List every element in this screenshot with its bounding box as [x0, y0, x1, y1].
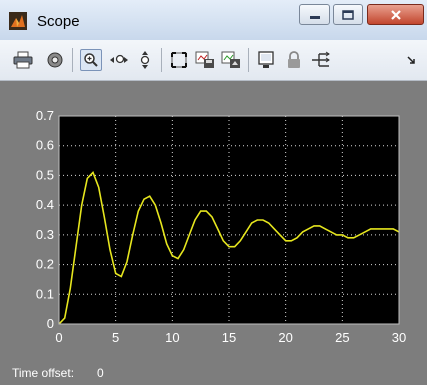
- save-axes-button[interactable]: [194, 49, 216, 71]
- parameters-button[interactable]: [44, 49, 66, 71]
- series-line: [58, 171, 400, 325]
- toolbar-separator: [161, 48, 162, 72]
- x-tick-label: 10: [165, 330, 179, 345]
- title-bar[interactable]: Scope: [0, 0, 427, 41]
- window-title: Scope: [37, 13, 80, 30]
- lock-axes-icon: [288, 51, 300, 68]
- toolbar-overflow-button[interactable]: [400, 49, 422, 71]
- zoom-icon: [84, 53, 98, 67]
- signal-selection-button[interactable]: [310, 49, 332, 71]
- floating-scope-button[interactable]: [255, 49, 277, 71]
- print-icon: [13, 51, 33, 69]
- toolbar: [0, 40, 427, 81]
- y-tick-label: 0: [47, 316, 54, 331]
- maximize-icon: [342, 9, 354, 20]
- y-tick-label: 0.5: [36, 167, 54, 182]
- status-bar: Time offset: 0: [0, 361, 427, 385]
- toolbar-separator: [72, 48, 73, 72]
- y-tick-label: 0.7: [36, 108, 54, 123]
- y-tick-label: 0.1: [36, 286, 54, 301]
- restore-axes-button[interactable]: [220, 49, 242, 71]
- parameters-icon: [47, 52, 63, 68]
- x-tick-label: 30: [392, 330, 406, 345]
- zoom-button[interactable]: [80, 49, 102, 71]
- y-tick-label: 0.3: [36, 227, 54, 242]
- autoscale-icon: [171, 52, 187, 68]
- y-tick-label: 0.2: [36, 257, 54, 272]
- zoom-y-button[interactable]: [134, 49, 156, 71]
- axis-ticks: 0 5 10 15 20 25 30 0 0.1 0.2 0.3 0.4 0.5 0.6 0.7: [36, 108, 406, 345]
- zoom-x-button[interactable]: [108, 49, 130, 71]
- autoscale-button[interactable]: [168, 49, 190, 71]
- restore-axes-icon: [221, 51, 240, 68]
- x-tick-label: 5: [112, 330, 119, 345]
- save-axes-icon: [195, 51, 214, 68]
- print-button[interactable]: [12, 49, 34, 71]
- lock-axes-button[interactable]: [283, 49, 305, 71]
- zoom-x-icon: [110, 54, 128, 64]
- x-tick-label: 0: [55, 330, 62, 345]
- minimize-icon: [309, 15, 320, 19]
- x-tick-label: 25: [335, 330, 349, 345]
- signal-selection-icon: [312, 51, 330, 67]
- scope-chart[interactable]: 0 5 10 15 20 25 30 0 0.1 0.2 0.3 0.4 0.5 0.6 0.7: [0, 81, 427, 361]
- y-tick-label: 0.6: [36, 138, 54, 153]
- close-icon: [390, 9, 401, 20]
- x-tick-label: 15: [222, 330, 236, 345]
- time-offset-label: Time offset:: [12, 366, 75, 380]
- maximize-button[interactable]: [333, 4, 363, 25]
- minimize-button[interactable]: [299, 4, 330, 25]
- time-offset-value: 0: [97, 366, 104, 380]
- close-button[interactable]: [367, 4, 424, 25]
- zoom-y-icon: [140, 51, 150, 69]
- grid-lines: [59, 116, 399, 324]
- floating-scope-icon: [258, 51, 274, 68]
- y-tick-label: 0.4: [36, 197, 54, 212]
- toolbar-separator: [248, 48, 249, 72]
- toolbar-overflow-icon: [407, 56, 415, 64]
- matlab-scope-icon: [9, 12, 27, 30]
- x-tick-label: 20: [278, 330, 292, 345]
- axes-frame: [58, 115, 400, 325]
- plot-area: 0 5 10 15 20 25 30 0 0.1 0.2 0.3 0.4 0.5 0.6 0.7: [0, 81, 427, 361]
